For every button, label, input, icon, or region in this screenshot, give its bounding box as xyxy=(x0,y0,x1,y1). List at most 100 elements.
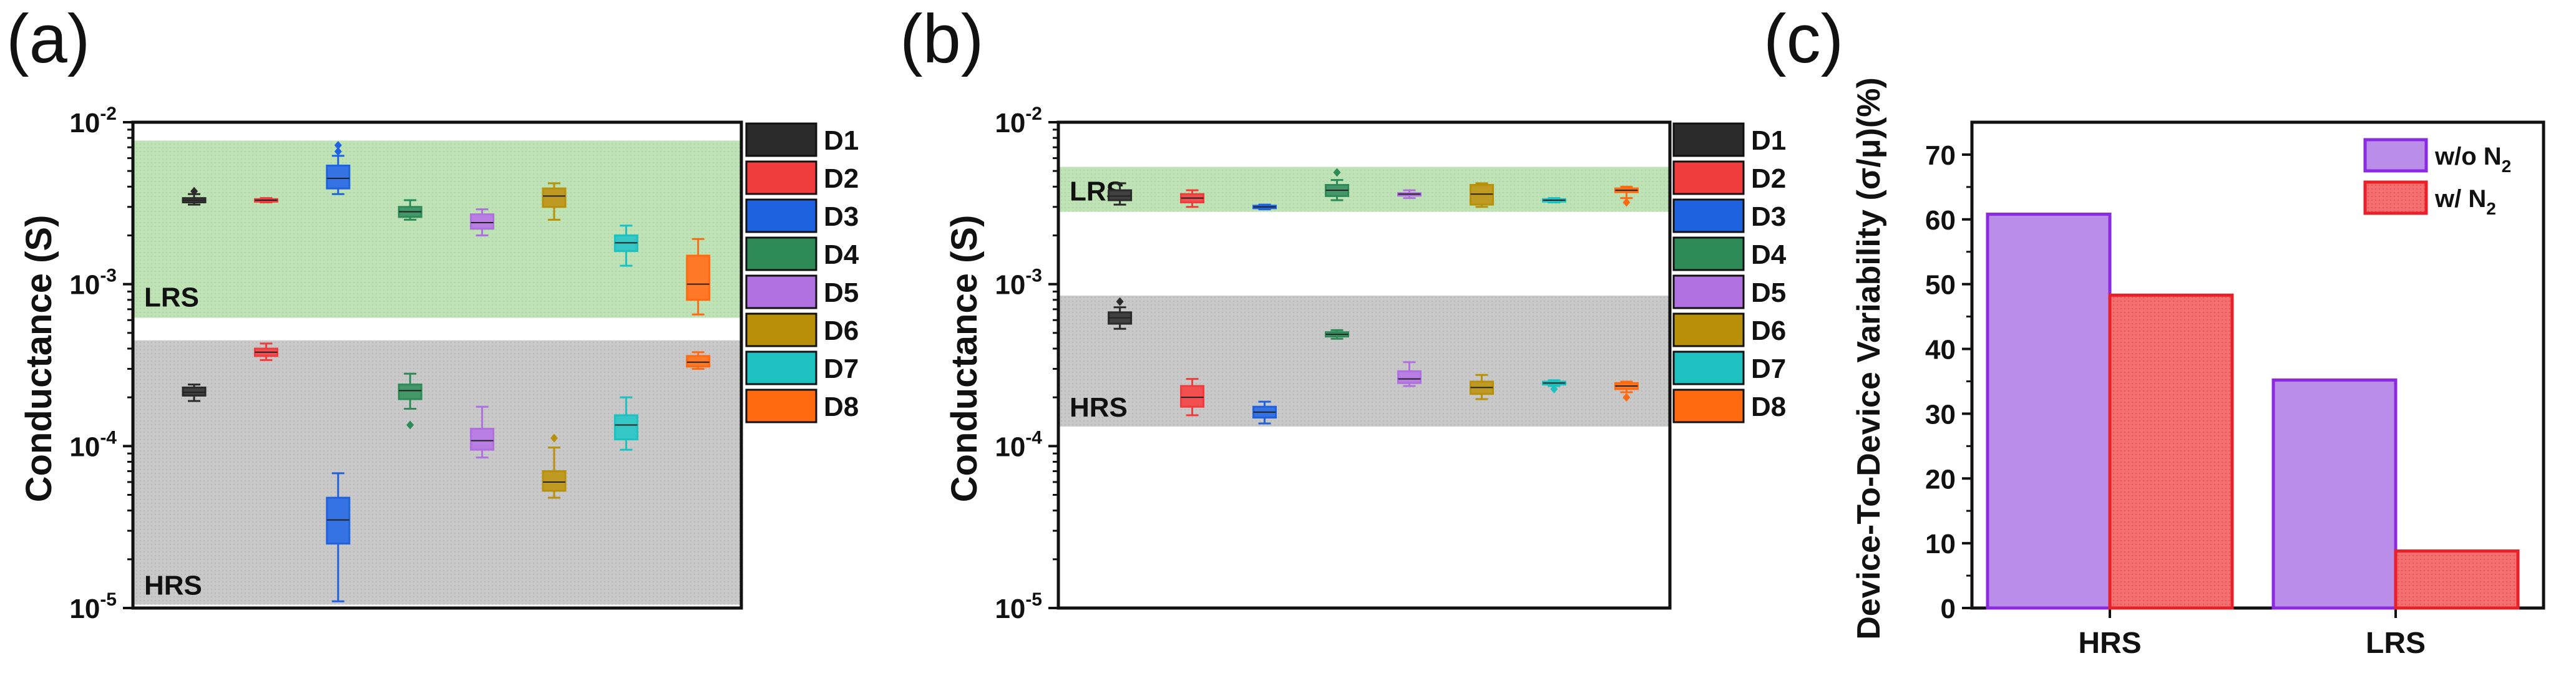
legend-label-d3: D3 xyxy=(1751,201,1786,232)
band-label-hrs: HRS xyxy=(144,570,202,601)
box-d3-lrs xyxy=(1252,203,1277,211)
legend-label-with-n2: w/ N2 xyxy=(2434,185,2496,218)
legend-label-d5: D5 xyxy=(824,278,859,308)
legend-swatch-d4 xyxy=(1672,236,1745,271)
outlier-point xyxy=(334,147,342,156)
y-tick-label: 70 xyxy=(1925,140,1956,171)
legend-label-d3: D3 xyxy=(824,201,859,232)
legend-swatch-d1 xyxy=(745,122,817,157)
box-body xyxy=(1108,189,1133,201)
box-d3-hrs xyxy=(1252,400,1277,425)
box-d6-hrs xyxy=(1469,374,1494,400)
legend-label-d8: D8 xyxy=(1751,392,1786,422)
bar-without-n2-lrs xyxy=(2271,378,2398,610)
box-d2-hrs xyxy=(1180,378,1205,417)
box-d6-lrs xyxy=(1469,182,1494,208)
y-tick-label: 30 xyxy=(1925,399,1956,430)
y-tick-label: 60 xyxy=(1925,205,1956,236)
legend-label-d2: D2 xyxy=(824,163,859,194)
box-d2-lrs xyxy=(253,197,278,203)
outlier-point xyxy=(1622,393,1631,402)
box-body xyxy=(613,414,638,441)
panel-c: 0 10 20 30 40 50 60 70 HRS LRS w/o N2 w/ N2 xyxy=(1925,120,2545,660)
legend-swatch-d3 xyxy=(1672,198,1745,233)
band-hrs xyxy=(133,340,741,605)
y-tick-label: 10-3 xyxy=(69,266,117,301)
box-body xyxy=(470,427,495,451)
panel-label-c: (c) xyxy=(1764,1,1843,77)
band-label-lrs: LRS xyxy=(144,282,199,313)
legend-label-d1: D1 xyxy=(824,125,859,156)
box-body xyxy=(1469,184,1494,206)
outlier-point xyxy=(190,186,198,196)
box-d7-lrs xyxy=(1541,197,1566,203)
y-axis-title-c: Device-To-Device Variability (σ/μ)(%) xyxy=(1851,77,1887,640)
legend-label-d6: D6 xyxy=(1751,316,1786,346)
legend-label-d4: D4 xyxy=(1751,239,1787,270)
bar-with-n2-hrs xyxy=(2108,293,2234,610)
legend-label-d8: D8 xyxy=(824,392,859,422)
legend-swatch-with-n2 xyxy=(2363,180,2428,215)
x-category-label-lrs: LRS xyxy=(2366,627,2426,660)
y-tick-label: 10 xyxy=(1925,529,1956,559)
legend-swatch-d6 xyxy=(1672,312,1745,347)
box-d7-hrs xyxy=(613,396,638,451)
y-tick-label: 10-5 xyxy=(69,589,117,624)
box-d8-hrs xyxy=(1614,380,1639,402)
box-d5-lrs xyxy=(470,208,495,236)
x-category-label-hrs: HRS xyxy=(2078,627,2141,660)
y-tick-label: 10-4 xyxy=(995,427,1042,462)
y-tick-label: 10-2 xyxy=(69,104,117,138)
bar-with-n2-lrs xyxy=(2394,549,2520,610)
bar-without-n2-hrs xyxy=(1986,212,2112,610)
box-body xyxy=(686,254,711,301)
box-d5-hrs xyxy=(1397,361,1422,387)
outlier-point xyxy=(1333,168,1341,177)
y-axis-title-b: Conductance (S) xyxy=(944,215,985,503)
y-tick-label: 10-5 xyxy=(995,589,1042,624)
box-d8-lrs xyxy=(1614,185,1639,207)
box-d7-hrs xyxy=(1541,379,1566,394)
legend-swatch-without-n2 xyxy=(2363,138,2428,173)
box-body xyxy=(542,187,567,208)
box-d6-hrs xyxy=(542,433,567,499)
band-lrs xyxy=(1058,167,1670,212)
legend-swatch-d2 xyxy=(1672,160,1745,195)
y-tick-label: 0 xyxy=(1941,594,1956,624)
y-tick-label: 10-2 xyxy=(995,104,1042,138)
panel-label-b: (b) xyxy=(900,1,983,77)
box-body xyxy=(326,164,351,190)
box-d3-lrs xyxy=(326,141,351,195)
legend-label-d5: D5 xyxy=(1751,278,1786,308)
panel-label-a: (a) xyxy=(6,1,90,77)
band-hrs xyxy=(1058,295,1670,427)
y-tick-label: 40 xyxy=(1925,335,1956,365)
y-axis-title-a: Conductance (S) xyxy=(19,215,59,503)
legend-swatch-d4 xyxy=(745,236,817,271)
box-d1-lrs xyxy=(1108,182,1133,206)
legend-swatch-d2 xyxy=(745,160,817,195)
legend-label-without-n2: w/o N2 xyxy=(2434,143,2511,176)
legend-swatch-d1 xyxy=(1672,122,1745,157)
box-d4-hrs xyxy=(1325,329,1350,340)
box-d1-lrs xyxy=(182,186,207,206)
outlier-point xyxy=(1622,198,1631,207)
box-body xyxy=(1180,385,1205,408)
outlier-point xyxy=(1550,384,1558,394)
box-d7-lrs xyxy=(613,225,638,267)
box-body xyxy=(182,386,207,397)
legend-swatch-d6 xyxy=(745,312,817,347)
plot-frame xyxy=(131,120,743,610)
legend-label-d4: D4 xyxy=(824,239,859,270)
y-tick-label: 10-4 xyxy=(69,427,117,462)
legend-swatch-d5 xyxy=(1672,274,1745,309)
legend-label-d7: D7 xyxy=(1751,354,1786,384)
box-d5-lrs xyxy=(1397,189,1422,200)
legend-swatch-d3 xyxy=(745,198,817,233)
box-d4-lrs xyxy=(398,199,422,221)
legend-label-d1: D1 xyxy=(1751,125,1786,156)
box-d6-lrs xyxy=(542,182,567,221)
legend-swatch-d7 xyxy=(745,350,817,385)
